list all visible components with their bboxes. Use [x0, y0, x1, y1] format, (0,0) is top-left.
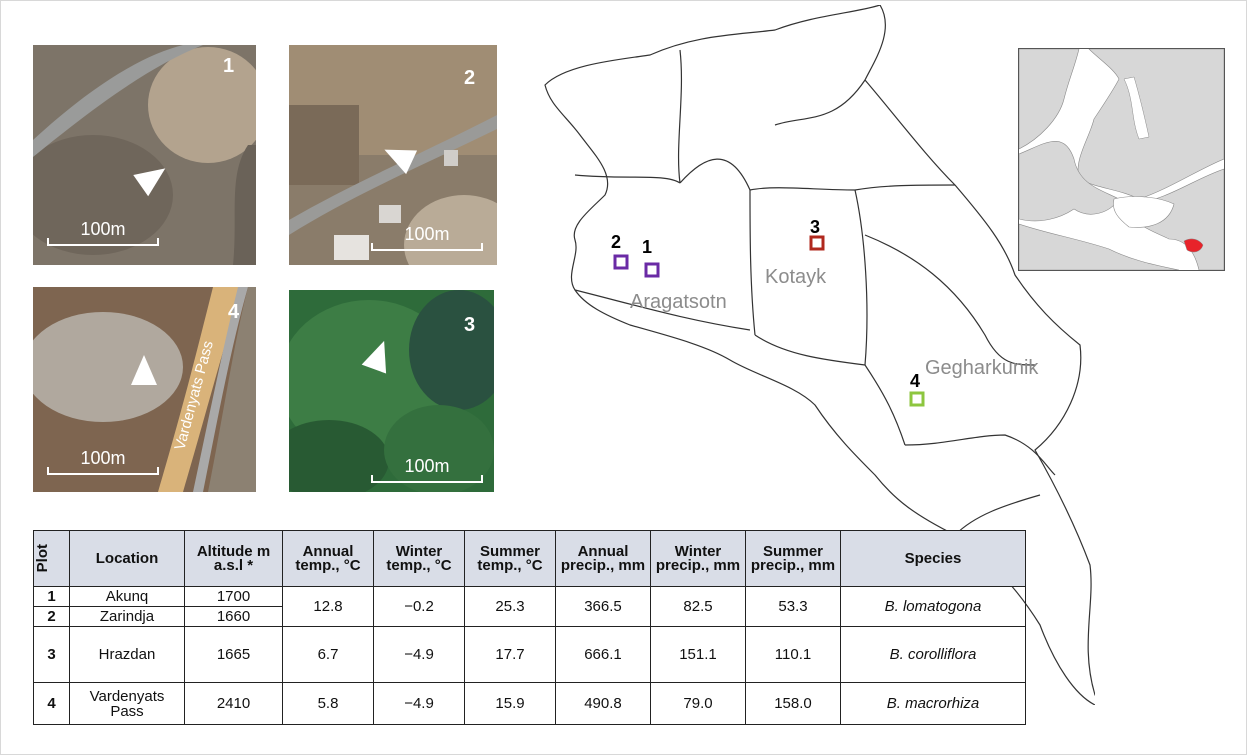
altitude-cell: 1660 [184, 606, 283, 627]
altitude-cell: 1700 [184, 586, 283, 607]
plot-cell: 1 [33, 586, 70, 607]
header-winter-precip: Winter precip., mm [650, 530, 746, 587]
site-marker-3[interactable]: 3 [809, 217, 825, 251]
region-border [749, 189, 756, 336]
region-label-aragatsotn: Aragatsotn [630, 291, 727, 313]
header-winter-temp: Winter temp., °C [373, 530, 465, 587]
altitude-cell: 2410 [184, 682, 283, 725]
header-summer-precip: Summer precip., mm [745, 530, 841, 587]
region-border [574, 289, 751, 331]
plot-cell: 4 [33, 682, 70, 725]
region-border [854, 189, 868, 366]
aerial-photo-plot-3: 3 100m [289, 290, 494, 492]
site-number: 1 [642, 237, 652, 257]
scale-bar: 100m [47, 449, 159, 475]
summer-precip-cell: 53.3 [745, 586, 841, 627]
winter-precip-cell: 151.1 [650, 626, 746, 683]
aerial-photo-plot-2: 2 100m [289, 45, 497, 265]
winter-precip-cell: 79.0 [650, 682, 746, 725]
scale-bar: 100m [371, 457, 483, 483]
scale-label: 100m [80, 448, 126, 468]
region-label-kotayk: Kotayk [765, 266, 827, 288]
site-marker-1[interactable]: 1 [642, 237, 660, 278]
scale-label: 100m [404, 224, 450, 244]
location-cell: Zarindja [69, 606, 185, 627]
location-cell: Akunq [69, 586, 185, 607]
header-summer-temp: Summer temp., °C [464, 530, 556, 587]
header-annual-temp: Annual temp., °C [282, 530, 374, 587]
header-species: Species [840, 530, 1026, 587]
table-row: 1 Akunq 1700 12.8 −0.2 25.3 366.5 82.5 5… [33, 586, 1026, 627]
region-border [954, 494, 1041, 536]
annual-precip-cell: 490.8 [555, 682, 651, 725]
region-border [904, 434, 1056, 476]
aerial-photo-4-image [33, 287, 256, 492]
annual-precip-cell: 366.5 [555, 586, 651, 627]
winter-precip-cell: 82.5 [650, 586, 746, 627]
scale-label: 100m [404, 456, 450, 476]
site-square [613, 254, 629, 270]
arrowhead-marker-icon [131, 355, 157, 385]
summer-precip-cell: 110.1 [745, 626, 841, 683]
summer-temp-cell: 15.9 [464, 682, 556, 725]
aerial-photo-plot-1: 1 100m [33, 45, 256, 265]
photo-number: 2 [464, 67, 476, 89]
winter-temp-cell: −4.9 [373, 626, 465, 683]
location-cell: Vardenyats Pass [69, 682, 185, 725]
summer-temp-cell: 17.7 [464, 626, 556, 683]
site-climate-table: Plot Location Altitude m a.s.l * Annual … [33, 530, 1026, 725]
scale-label: 100m [80, 219, 126, 239]
table-row: 4 Vardenyats Pass 2410 5.8 −4.9 15.9 490… [33, 682, 1026, 725]
header-location: Location [69, 530, 185, 587]
photo-number: 3 [464, 314, 476, 336]
site-number: 4 [910, 371, 920, 391]
black-sea [1113, 196, 1175, 228]
species-cell: B. lomatogona [840, 586, 1026, 627]
region-border [679, 158, 751, 191]
region-border [574, 174, 681, 184]
site-marker-2[interactable]: 2 [611, 232, 629, 270]
aerial-photo-1-image [33, 45, 256, 265]
inset-map-image [1019, 49, 1224, 270]
region-border [864, 234, 1036, 366]
site-square [909, 391, 925, 407]
summer-precip-cell: 158.0 [745, 682, 841, 725]
winter-temp-cell: −0.2 [373, 586, 465, 627]
plot-cell: 2 [33, 606, 70, 627]
annual-temp-cell: 6.7 [282, 626, 374, 683]
site-number: 2 [611, 232, 621, 252]
annual-temp-cell: 5.8 [282, 682, 374, 725]
armenia-highlight [1183, 238, 1204, 253]
winter-temp-cell: −4.9 [373, 682, 465, 725]
aerial-photo-2-image [289, 45, 497, 265]
header-plot: Plot [33, 530, 70, 587]
region-border [774, 79, 866, 126]
altitude-cell: 1665 [184, 626, 283, 683]
aerial-photo-plot-4: 4 Vardenyats Pass 100m [33, 287, 256, 492]
annual-temp-cell: 12.8 [282, 586, 374, 627]
header-altitude: Altitude m a.s.l * [184, 530, 283, 587]
scale-bar: 100m [47, 220, 159, 246]
site-square [644, 262, 660, 278]
photo-number: 1 [223, 55, 235, 77]
location-cell: Hrazdan [69, 626, 185, 683]
region-label-gegharkunik: Gegharkunik [925, 357, 1039, 379]
photo-number: 4 [228, 301, 240, 323]
summer-temp-cell: 25.3 [464, 586, 556, 627]
species-cell: B. corolliflora [840, 626, 1026, 683]
region-border [677, 49, 683, 184]
site-marker-4[interactable]: 4 [909, 371, 925, 407]
annual-precip-cell: 666.1 [555, 626, 651, 683]
table-row: 3 Hrazdan 1665 6.7 −4.9 17.7 666.1 151.1… [33, 626, 1026, 683]
species-cell: B. macrorhiza [840, 682, 1026, 725]
locator-inset-map [1018, 48, 1225, 271]
scale-bar: 100m [371, 225, 483, 251]
region-border [754, 334, 906, 446]
aerial-photo-3-image [289, 290, 494, 492]
plot-cell: 3 [33, 626, 70, 683]
header-annual-precip: Annual precip., mm [555, 530, 651, 587]
site-number: 3 [810, 217, 820, 237]
site-square [809, 235, 825, 251]
